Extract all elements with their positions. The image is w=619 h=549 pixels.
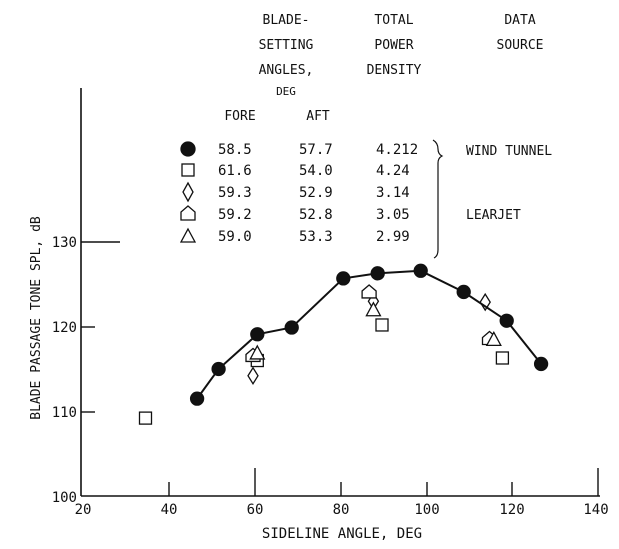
header-total-power: TOTAL <box>374 13 413 28</box>
legend-power: 4.24 <box>376 163 410 179</box>
series-square <box>138 318 510 425</box>
series-triangle <box>249 301 502 360</box>
square-point <box>495 351 510 365</box>
header-total-power: DENSITY <box>367 63 422 78</box>
square-icon <box>181 163 195 177</box>
legend-row: 59.0 53.3 2.99 <box>179 227 410 245</box>
series-line <box>196 269 542 400</box>
legend-power: 2.99 <box>376 229 410 245</box>
series-diamond <box>247 292 491 385</box>
filled-circle-point <box>533 356 549 372</box>
plot-area <box>138 263 549 425</box>
header-blade-setting: DEG <box>276 85 296 98</box>
legend-fore: 61.6 <box>218 163 252 179</box>
triangle-icon <box>179 227 197 243</box>
x-tick-label: 60 <box>247 502 264 518</box>
filled-circle-point <box>456 284 471 300</box>
filled-circle-icon <box>180 141 196 157</box>
header-fore: FORE <box>224 109 255 124</box>
source-wind-tunnel: WIND TUNNEL <box>466 144 552 159</box>
x-tick-labels: 20 40 60 80 100 120 140 <box>75 502 609 518</box>
legend-row: 58.5 57.7 4.212 <box>180 141 418 158</box>
header-total-power: POWER <box>374 38 413 53</box>
header-data-source: DATA <box>504 13 535 28</box>
header-blade-setting: ANGLES, <box>259 63 314 78</box>
legend-power: 4.212 <box>376 142 418 158</box>
filled-circle-point <box>336 271 351 286</box>
header-aft: AFT <box>306 109 330 124</box>
square-point <box>375 318 389 332</box>
source-learjet: LEARJET <box>466 208 521 223</box>
filled-circle-point <box>189 391 205 406</box>
legend-fore: 59.2 <box>218 207 252 223</box>
filled-circle-point <box>211 361 226 377</box>
tick-marks <box>81 241 599 496</box>
x-tick-label: 100 <box>414 502 439 518</box>
triangle-point <box>365 301 382 317</box>
legend-row: 61.6 54.0 4.24 <box>181 163 410 179</box>
y-tick-label: 120 <box>52 320 77 336</box>
y-tick-label: 110 <box>52 405 77 421</box>
legend-aft: 52.9 <box>299 185 333 201</box>
series-filled-circle <box>189 263 549 406</box>
legend-fore: 59.3 <box>218 185 252 201</box>
legend-fore: 59.0 <box>218 229 252 245</box>
x-tick-label: 20 <box>75 502 92 518</box>
legend-power: 3.05 <box>376 207 410 223</box>
filled-circle-point <box>250 327 265 342</box>
x-axis-label: SIDELINE ANGLE, DEG <box>262 526 422 542</box>
y-tick-label: 100 <box>52 490 77 506</box>
legend-brace <box>432 139 444 259</box>
triangle-point <box>249 344 266 360</box>
header-data-source: SOURCE <box>497 38 544 53</box>
legend-power: 3.14 <box>376 185 410 201</box>
legend-aft: 54.0 <box>299 163 333 179</box>
header-blade-setting: BLADE- <box>263 13 310 28</box>
filled-circle-point <box>413 263 428 278</box>
legend-aft: 52.8 <box>299 207 333 223</box>
x-tick-label: 40 <box>161 502 178 518</box>
legend-aft: 53.3 <box>299 229 333 245</box>
square-point <box>138 411 153 425</box>
x-tick-label: 120 <box>499 502 524 518</box>
legend-aft: 57.7 <box>299 142 333 158</box>
legend-row: 59.3 52.9 3.14 <box>182 181 410 203</box>
y-axis-label: BLADE PASSAGE TONE SPL, dB <box>29 216 44 420</box>
triangle-point <box>485 330 502 347</box>
header-blade-setting: SETTING <box>259 38 314 53</box>
y-tick-label: 130 <box>52 235 77 251</box>
legend-headers: BLADE- SETTING ANGLES, DEG TOTAL POWER D… <box>224 13 543 124</box>
y-tick-labels: 100 110 120 130 <box>52 235 77 506</box>
pentagon-point <box>361 284 377 299</box>
legend-row: 59.2 52.8 3.05 <box>180 205 410 223</box>
filled-circle-point <box>370 266 385 281</box>
x-tick-label: 80 <box>333 502 350 518</box>
filled-circle-point <box>284 320 299 335</box>
legend-fore: 58.5 <box>218 142 252 158</box>
pentagon-icon <box>180 205 196 221</box>
diamond-point <box>247 366 259 385</box>
diamond-icon <box>182 181 194 203</box>
filled-circle-point <box>499 313 514 328</box>
diamond-point <box>479 292 491 312</box>
x-tick-label: 140 <box>583 502 608 518</box>
